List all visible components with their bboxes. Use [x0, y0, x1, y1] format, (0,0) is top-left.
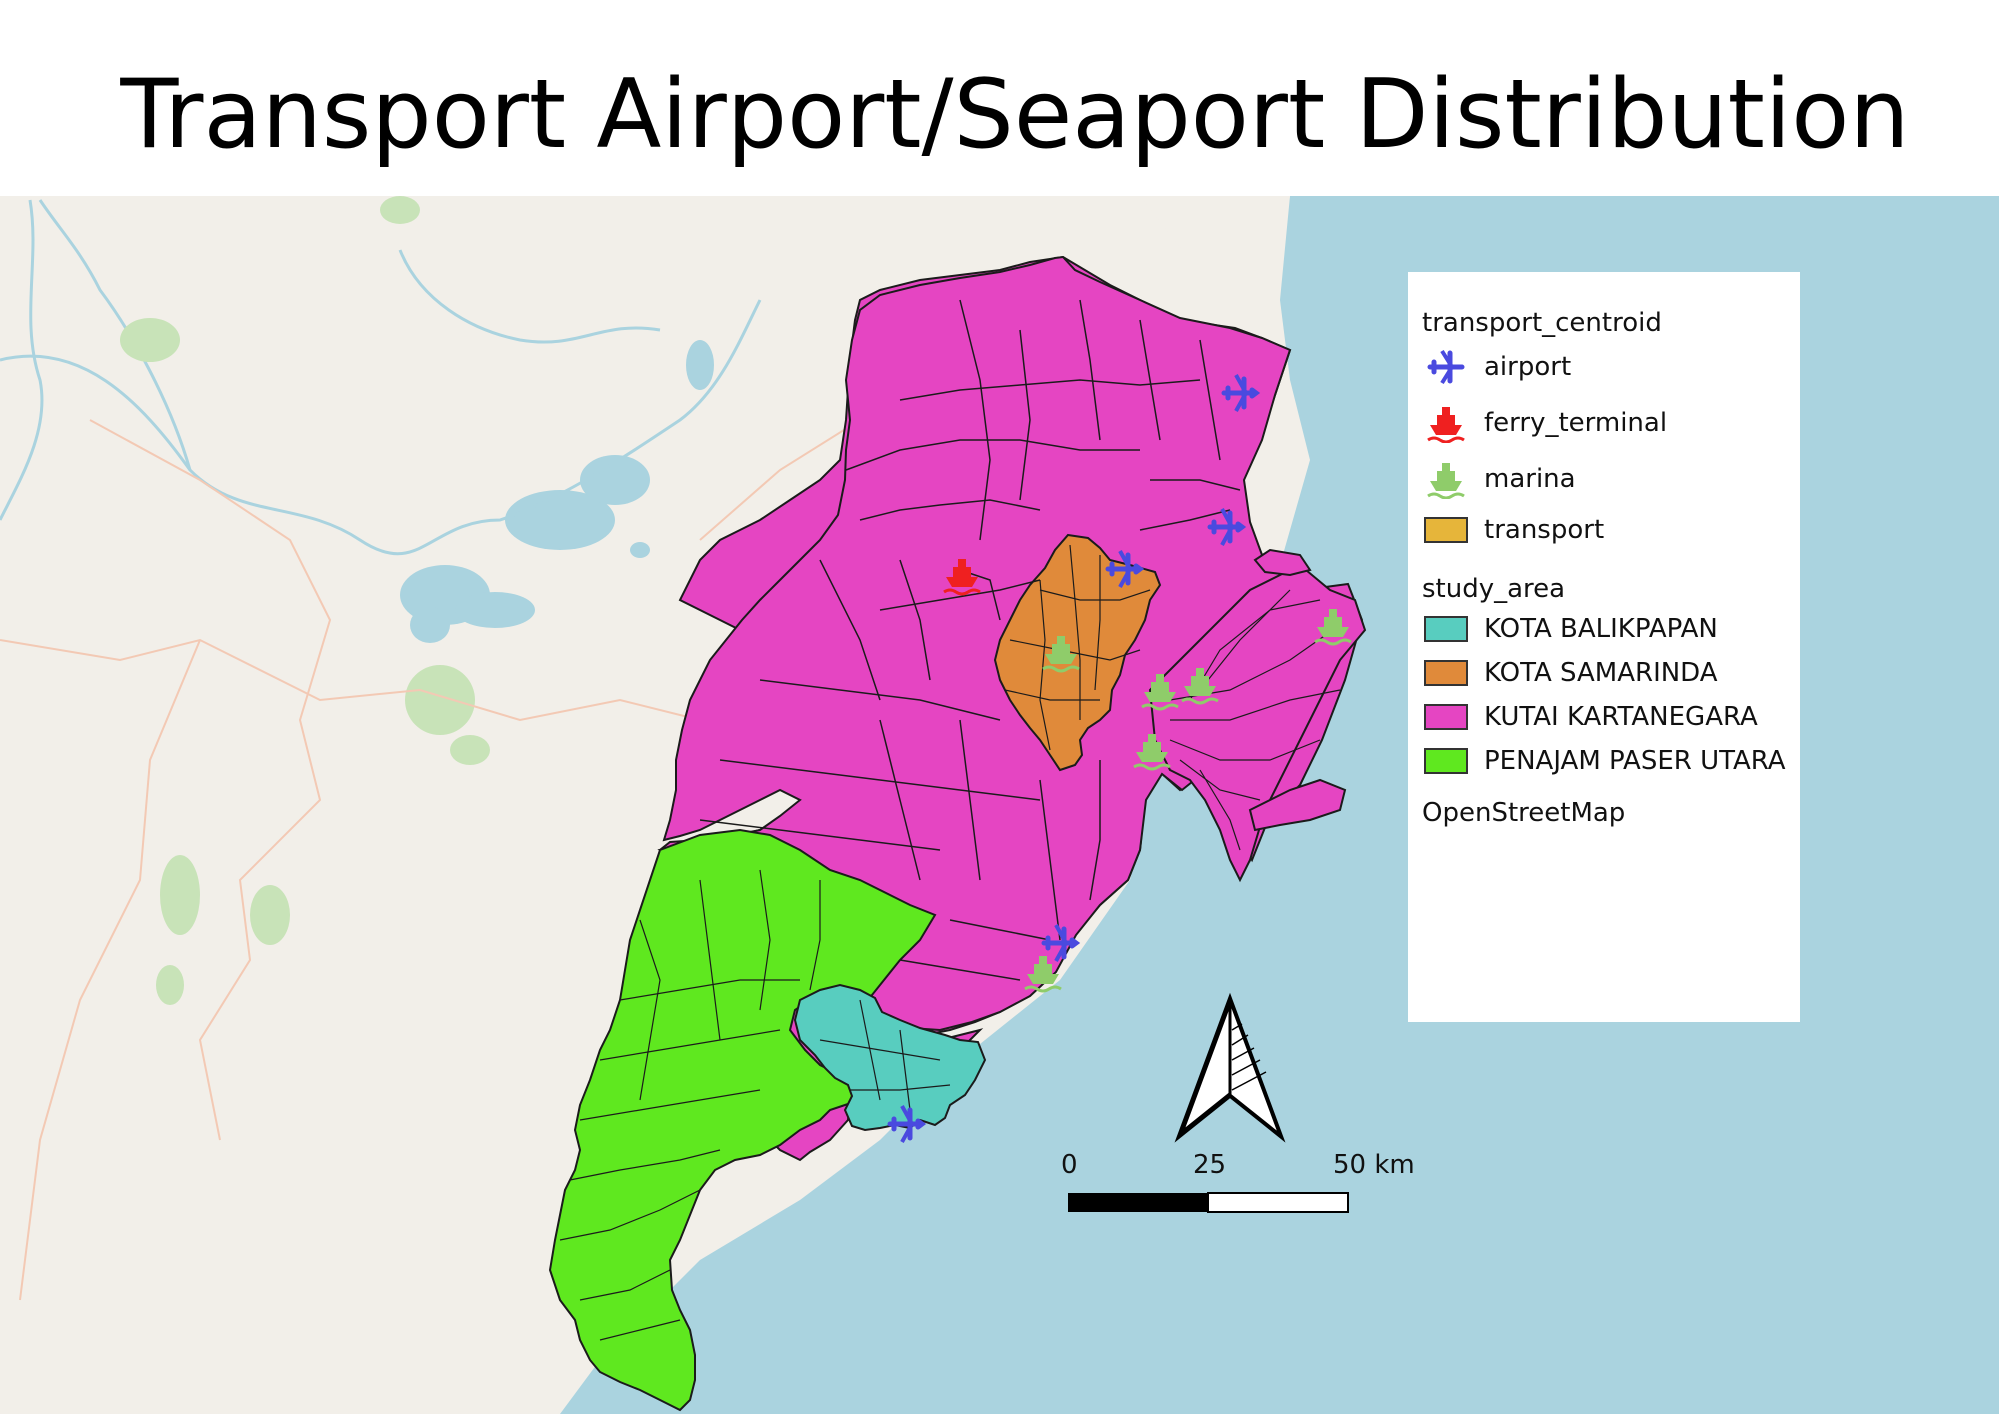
kutai-subdistrict-lines — [699, 299, 1241, 981]
map-title: Transport Airport/Seaport Distribution — [120, 60, 1910, 170]
legend-label-kutai-kartanegara: KUTAI KARTANEGARA — [1484, 702, 1758, 732]
swatch-transport — [1424, 517, 1468, 543]
scale-label-0: 0 — [1061, 1150, 1078, 1180]
region-kota-balikpapan[interactable] — [793, 983, 987, 1132]
legend-label-kota-samarinda: KOTA SAMARINDA — [1484, 658, 1718, 688]
legend-item-airport: airport — [1422, 349, 1572, 385]
legend-label-penajam-paser-utara: PENAJAM PASER UTARA — [1484, 746, 1786, 776]
scale-bar — [1068, 1192, 1349, 1213]
scale-label-50km: 50 km — [1333, 1150, 1415, 1180]
scale-label-25: 25 — [1193, 1150, 1227, 1180]
region-kota-samarinda[interactable] — [993, 533, 1162, 772]
legend-label-ferry-terminal: ferry_terminal — [1484, 408, 1668, 438]
balikpapan-subdistrict-lines — [819, 999, 951, 1111]
legend-item-kota-samarinda: KOTA SAMARINDA — [1422, 658, 1718, 688]
penajam-subdistrict-lines — [559, 869, 821, 1341]
legend-label-marina: marina — [1484, 464, 1576, 494]
legend-item-kutai-kartanegara: KUTAI KARTANEGARA — [1422, 702, 1758, 732]
airplane-icon — [1422, 349, 1470, 385]
region-penajam-paser-utara[interactable] — [548, 828, 937, 1412]
swatch-kota-balikpapan — [1424, 616, 1468, 642]
legend-item-ferry-terminal: ferry_terminal — [1422, 407, 1668, 443]
north-arrow-icon — [1174, 992, 1286, 1143]
legend-item-transport: transport — [1422, 515, 1604, 545]
inland-lakes — [400, 340, 714, 643]
legend-basemap-label: OpenStreetMap — [1422, 798, 1626, 828]
swatch-kota-samarinda — [1424, 660, 1468, 686]
legend-item-marina: marina — [1422, 463, 1576, 499]
legend-group-transport-centroid: transport_centroid — [1422, 308, 1662, 338]
legend-label-kota-balikpapan: KOTA BALIKPAPAN — [1484, 614, 1718, 644]
rivers — [0, 199, 762, 556]
map-legend: transport_centroid airport ferry_termina… — [1408, 272, 1800, 1022]
legend-group-study-area: study_area — [1422, 574, 1566, 604]
boat-icon — [1422, 463, 1470, 499]
ferry-icon — [1422, 407, 1470, 443]
delta-lobes[interactable] — [1148, 548, 1367, 883]
samarinda-subdistrict-lines — [1004, 544, 1151, 751]
legend-label-airport: airport — [1484, 352, 1572, 382]
legend-item-kota-balikpapan: KOTA BALIKPAPAN — [1422, 614, 1718, 644]
coastal-land — [1140, 196, 1290, 320]
swatch-penajam-paser-utara — [1424, 748, 1468, 774]
swatch-kutai-kartanegara — [1424, 704, 1468, 730]
legend-label-transport: transport — [1484, 515, 1605, 545]
legend-item-penajam-paser-utara: PENAJAM PASER UTARA — [1422, 746, 1786, 776]
